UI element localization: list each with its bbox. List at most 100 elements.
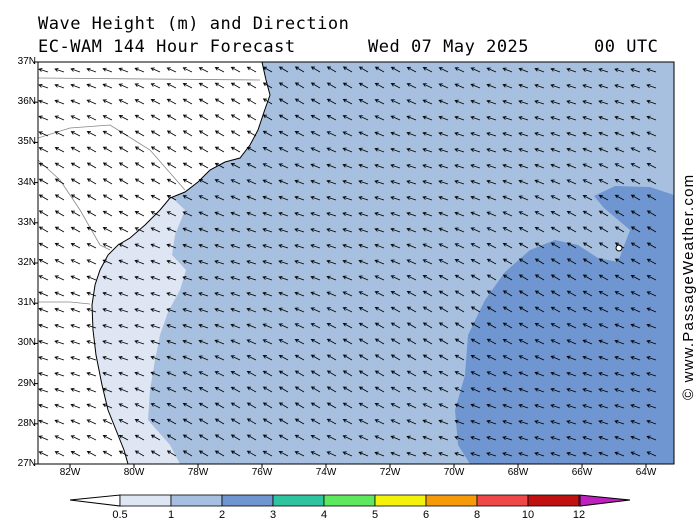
wave-arrow (422, 354, 433, 361)
wave-arrow (630, 178, 641, 185)
wave-arrow (390, 259, 401, 265)
wave-arrow (438, 227, 449, 233)
wave-arrow (550, 420, 561, 425)
wave-arrow (262, 339, 273, 345)
wave-arrow (534, 67, 545, 73)
wave-arrow (134, 324, 145, 329)
wave-arrow (598, 371, 609, 377)
wave-arrow (374, 147, 385, 153)
wave-arrow (614, 274, 625, 281)
wave-arrow (86, 162, 97, 169)
wave-arrow (310, 163, 321, 169)
wave-arrow (582, 226, 593, 233)
wave-arrow (502, 242, 513, 249)
wave-arrow (70, 210, 81, 217)
wave-arrow (86, 131, 97, 137)
wave-arrow (374, 243, 385, 249)
wave-arrow (582, 451, 593, 457)
wave-arrow (54, 162, 65, 169)
forecast-time: 00 UTC (594, 37, 659, 57)
wave-arrow (182, 67, 193, 73)
wave-arrow (262, 434, 273, 441)
wave-arrow (166, 67, 177, 73)
wave-arrow (326, 418, 337, 425)
wave-arrow (358, 307, 369, 313)
wave-arrow (566, 451, 577, 457)
wave-arrow (614, 242, 625, 249)
wave-arrow (550, 211, 561, 217)
wave-arrow (102, 194, 113, 201)
wave-arrow (598, 68, 609, 73)
wave-arrow (118, 67, 129, 73)
wave-arrow (390, 354, 401, 361)
wave-arrow (214, 402, 225, 409)
wave-arrow (486, 387, 497, 393)
wave-arrow (342, 386, 353, 393)
wave-arrow (502, 179, 513, 185)
wave-arrow (134, 292, 145, 297)
wave-arrow (470, 354, 481, 361)
wave-arrow (502, 274, 513, 281)
lat-label: 27N (17, 458, 36, 469)
wave-arrow (646, 323, 657, 329)
wave-arrow (630, 435, 641, 441)
wave-arrow (550, 404, 561, 409)
wave-arrow (422, 306, 433, 313)
wave-arrow (534, 355, 545, 361)
wave-arrow (70, 340, 81, 345)
wave-arrow (214, 211, 225, 217)
lon-label: 70W (443, 467, 465, 478)
wave-arrow (246, 355, 257, 361)
wave-arrow (374, 322, 385, 329)
colorbar-low-arrow (69, 494, 121, 507)
wave-arrow (214, 386, 225, 393)
wave-arrow (422, 196, 433, 201)
wave-arrow (358, 419, 369, 425)
wave-arrow (134, 275, 145, 281)
wave-arrow (166, 195, 177, 201)
wave-arrow (390, 83, 401, 89)
wave-arrow (374, 291, 385, 297)
wave-arrow (70, 259, 81, 265)
wave-arrow (646, 226, 657, 233)
wave-arrow (342, 131, 353, 137)
wave-arrow (134, 83, 145, 89)
wave-arrow (246, 163, 257, 169)
wave-arrow (230, 323, 241, 329)
wave-arrow (118, 243, 129, 249)
wave-arrow (54, 419, 65, 425)
wave-arrow (342, 354, 353, 361)
wave-arrow (214, 146, 225, 153)
wave-arrow (54, 83, 65, 89)
wave-arrow (166, 276, 177, 281)
wave-arrow (438, 419, 449, 425)
wave-arrow (102, 99, 113, 105)
wave-arrow (502, 148, 513, 153)
wave-arrow (38, 131, 49, 137)
wave-arrow (230, 386, 241, 393)
wave-arrow (470, 338, 481, 345)
wave-arrow (358, 451, 369, 457)
wave-arrow (422, 243, 433, 249)
wave-arrow (326, 386, 337, 393)
wave-arrow (470, 306, 481, 313)
wave-arrow (646, 435, 657, 441)
wave-arrow (182, 211, 193, 217)
wave-arrow (550, 132, 561, 137)
wave-arrow (438, 259, 449, 265)
wave-arrow (70, 291, 81, 297)
wave-arrow (230, 244, 241, 249)
wave-arrow (566, 195, 577, 201)
wave-arrow (230, 146, 241, 153)
lat-label: 37N (17, 56, 36, 67)
wave-arrow (214, 339, 225, 345)
wave-arrow (294, 179, 305, 185)
wave-arrow (470, 322, 481, 329)
wave-arrow (70, 307, 81, 313)
wave-arrow (342, 196, 353, 201)
wave-arrow (182, 83, 193, 89)
wave-arrow (342, 82, 353, 89)
wave-arrow (38, 68, 49, 73)
wave-arrow (310, 418, 321, 425)
wave-arrow (246, 260, 257, 265)
